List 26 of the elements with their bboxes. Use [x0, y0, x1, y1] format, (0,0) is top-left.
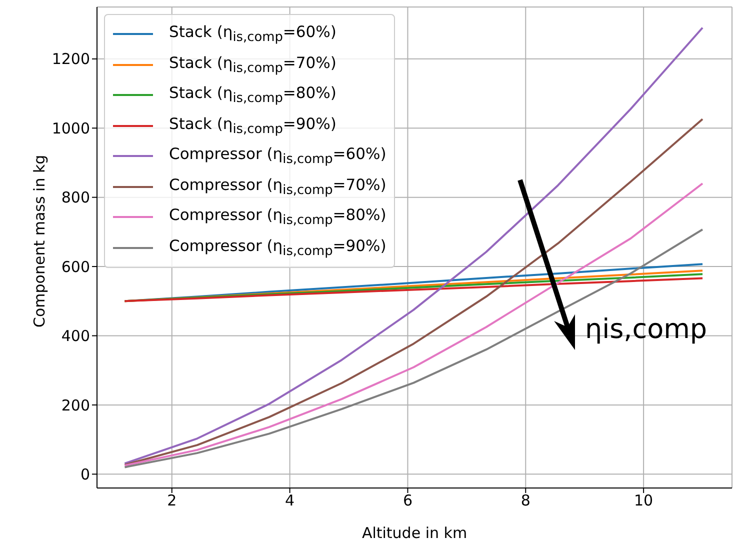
y-tick-label: 0: [80, 465, 90, 484]
y-axis-title: Component mass in kg: [30, 154, 48, 328]
annotation: ηis,comp: [585, 314, 708, 345]
x-tick-label: 6: [402, 492, 412, 510]
x-tick-label: 4: [285, 492, 295, 510]
line-series: [124, 26, 704, 464]
x-axis-title: Altitude in km: [362, 524, 468, 542]
legend-label: Stack (η$_{is,comp}$=80%): [169, 84, 336, 106]
x-tick-label: 2: [167, 492, 177, 510]
x-tick-label: 10: [634, 492, 654, 510]
legend-label: Compressor (η$_{is,comp}$=70%): [169, 176, 386, 198]
legend-label: Compressor (η$_{is,comp}$=90%): [169, 236, 386, 259]
y-tick-label: 1200: [52, 50, 90, 68]
y-tick-label: 600: [61, 258, 90, 276]
line-series: [124, 228, 704, 468]
line-series: [124, 118, 704, 466]
x-tick-label: 8: [520, 492, 530, 510]
y-tick-label: 400: [61, 327, 90, 346]
legend-label: Stack (η$_{is,comp}$=70%): [169, 54, 336, 76]
y-tick-label: 200: [61, 396, 90, 414]
y-tick-label: 1000: [52, 119, 90, 138]
legend-label: Stack (η$_{is,comp}$=90%): [169, 114, 336, 137]
y-tick-label: 800: [61, 188, 90, 207]
legend-label: Compressor (η$_{is,comp}$=60%): [169, 145, 386, 168]
legend-label: Stack (η$_{is,comp}$=60%): [169, 23, 336, 46]
legend-label: Compressor (η$_{is,comp}$=80%): [169, 206, 386, 228]
